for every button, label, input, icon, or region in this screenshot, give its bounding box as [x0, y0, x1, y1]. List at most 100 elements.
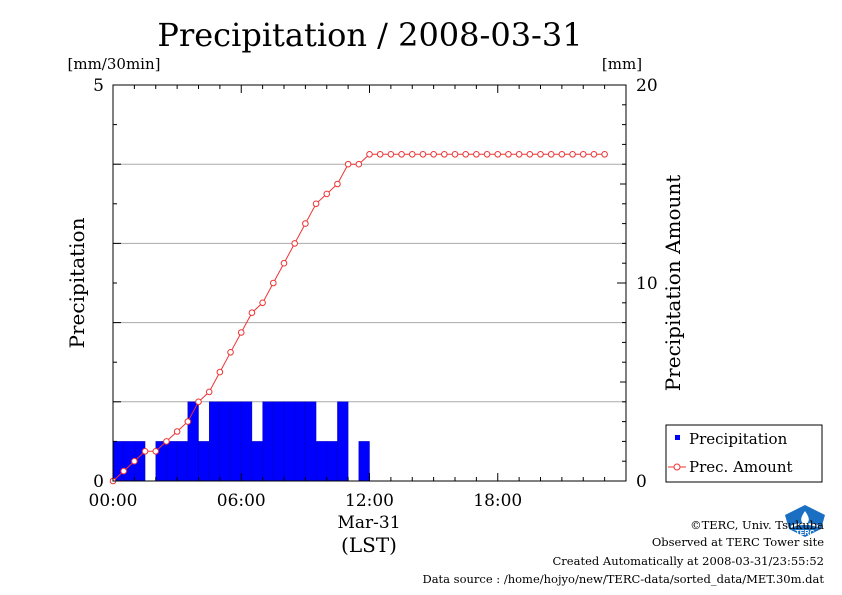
amount-point-18 — [302, 220, 309, 227]
x-tick-label-3: 18:00 — [473, 491, 522, 511]
amount-point-7 — [184, 418, 192, 425]
amount-point-36 — [494, 151, 502, 158]
bar-14 — [262, 401, 274, 482]
x-axis-zone-label: (LST) — [341, 533, 397, 557]
bar-21 — [337, 401, 349, 482]
amount-point-19 — [312, 200, 320, 208]
left-tick-label-0: 0 — [93, 472, 104, 492]
amount-point-17 — [291, 240, 298, 247]
left-axis-title: Precipitation — [65, 217, 89, 348]
footer-site: Observed at TERC Tower site — [651, 535, 824, 549]
bar-0 — [112, 441, 124, 482]
amount-point-39 — [526, 151, 534, 158]
amount-point-43 — [569, 151, 576, 158]
x-tick-label-2: 12:00 — [345, 491, 394, 511]
legend: Precipitation Prec. Amount — [665, 424, 823, 483]
bar-23 — [358, 441, 370, 482]
amount-point-25 — [376, 151, 384, 158]
amount-point-20 — [323, 190, 331, 198]
amount-point-22 — [344, 160, 352, 168]
amount-point-21 — [334, 180, 341, 188]
bar-8 — [198, 441, 210, 482]
amount-point-9 — [205, 388, 213, 396]
bar-15 — [273, 401, 285, 482]
amount-point-40 — [537, 151, 544, 158]
footer-copyright: ©TERC, Univ. Tsukuba — [690, 518, 824, 532]
bar-16 — [283, 401, 295, 482]
x-axis-date-label: Mar-31 — [337, 513, 400, 533]
bar-19 — [315, 441, 327, 482]
bar-10 — [219, 401, 231, 482]
axis-tick-labels: 00:00 06:00 12:00 18:00 0 5 0 10 20 — [89, 76, 658, 511]
amount-point-42 — [558, 151, 566, 158]
amount-point-24 — [366, 151, 373, 158]
right-axis-title: Precipitation Amount — [661, 175, 685, 392]
legend-marker-swatch — [673, 463, 681, 471]
amount-point-6 — [173, 428, 181, 435]
legend-bar-swatch — [675, 435, 680, 440]
legend-box — [665, 424, 823, 483]
bar-20 — [326, 441, 338, 482]
bar-11 — [230, 401, 242, 482]
amount-point-16 — [280, 259, 288, 267]
amount-point-23 — [355, 160, 363, 168]
chart-title: Precipitation / 2008-03-31 — [157, 16, 582, 54]
right-axis-unit: [mm] — [602, 55, 642, 73]
logo-text: TERC — [795, 530, 814, 537]
amount-point-37 — [505, 151, 512, 158]
amount-point-30 — [430, 151, 437, 158]
amount-point-10 — [216, 368, 224, 376]
amount-point-5 — [163, 438, 170, 445]
precipitation-amount-line — [109, 151, 608, 485]
footer-source: Data source : /home/hojyo/new/TERC-data/… — [422, 572, 824, 586]
amount-point-32 — [451, 151, 459, 158]
amount-point-26 — [387, 151, 395, 158]
amount-point-4 — [152, 448, 160, 455]
bar-6 — [176, 441, 189, 482]
amount-point-35 — [483, 151, 491, 158]
amount-point-28 — [408, 151, 416, 158]
axis-ticks — [112, 84, 627, 482]
amount-point-33 — [462, 151, 469, 158]
amount-point-11 — [227, 349, 234, 356]
amount-point-34 — [473, 151, 480, 158]
bar-9 — [208, 401, 221, 482]
amount-point-27 — [398, 151, 405, 158]
bar-5 — [166, 441, 178, 482]
amount-point-45 — [590, 151, 598, 158]
precipitation-bars — [112, 401, 370, 482]
x-tick-label-1: 06:00 — [217, 491, 266, 511]
bar-12 — [241, 401, 253, 482]
legend-entry-prec-amount: Prec. Amount — [689, 458, 793, 476]
amount-point-13 — [248, 309, 256, 317]
amount-point-14 — [259, 299, 266, 307]
terc-logo-icon: TERC — [783, 503, 827, 543]
bar-18 — [305, 401, 317, 482]
amount-point-15 — [270, 279, 277, 287]
left-axis-unit: [mm/30min] — [68, 55, 161, 73]
bar-7 — [187, 401, 199, 482]
amount-point-31 — [441, 151, 448, 158]
footer-created: Created Automatically at 2008-03-31/23:5… — [552, 554, 825, 568]
amount-point-29 — [419, 151, 427, 158]
bar-4 — [155, 441, 167, 482]
amount-point-38 — [515, 151, 523, 158]
left-tick-label-1: 5 — [93, 76, 104, 96]
right-tick-label-1: 10 — [636, 274, 658, 294]
right-tick-label-2: 20 — [636, 76, 658, 96]
amount-point-1 — [120, 467, 127, 475]
right-tick-label-0: 0 — [636, 472, 647, 492]
bar-17 — [294, 401, 306, 482]
amount-point-8 — [195, 398, 202, 406]
amount-point-41 — [547, 151, 555, 158]
amount-point-2 — [131, 457, 138, 465]
amount-polyline — [112, 153, 605, 482]
amount-point-12 — [237, 329, 245, 336]
amount-point-46 — [601, 151, 608, 158]
amount-point-3 — [141, 448, 149, 455]
bar-13 — [251, 441, 263, 482]
amount-point-44 — [579, 151, 587, 158]
x-tick-label-0: 00:00 — [89, 491, 138, 511]
legend-entry-precipitation: Precipitation — [689, 430, 788, 448]
